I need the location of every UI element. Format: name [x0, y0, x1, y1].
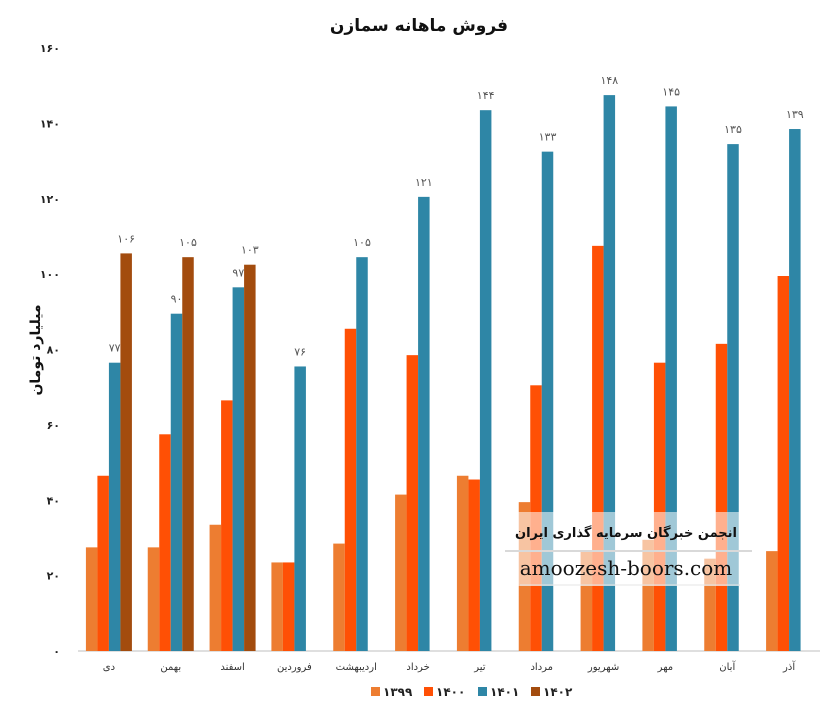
chart-title: فروش ماهانه سمازن: [330, 16, 508, 36]
legend-swatch: [531, 687, 540, 696]
x-axis-ticks: دی بهمن اسفند فروردین اردیبهشت خرداد تیر مرداد ش…: [103, 660, 797, 673]
bar: [395, 494, 407, 651]
bar: [244, 264, 256, 651]
x-tick-label: آذر: [782, 660, 796, 673]
y-tick-label: ۱۲۰: [40, 193, 60, 206]
bar: [777, 276, 790, 651]
x-tick-label: مهر: [657, 662, 673, 673]
x-tick-label: فروردین: [277, 662, 312, 673]
bar: [282, 562, 295, 651]
bar: [120, 253, 132, 651]
bar: [653, 362, 666, 651]
y-tick-label: ۲۰: [47, 570, 60, 583]
bar: [232, 287, 245, 651]
bar: [159, 434, 171, 651]
bar: [789, 129, 801, 651]
y-tick-label: ۴۰: [47, 494, 60, 507]
x-tick-label: بهمن: [160, 662, 181, 673]
legend-swatch: [424, 687, 433, 696]
bar: [580, 551, 593, 651]
data-label: ۱۰۵: [353, 236, 371, 249]
legend-label: ۱۳۹۹: [383, 685, 413, 699]
bar: [704, 558, 716, 651]
bar: [642, 539, 654, 651]
bar: [715, 343, 728, 651]
y-tick-label: ۱۰۰: [40, 268, 60, 281]
data-label: ۱۲۱: [415, 176, 433, 189]
data-label: ۷۶: [294, 345, 306, 358]
data-label: ۷۷: [109, 342, 121, 355]
data-label: ۱۴۴: [477, 89, 495, 102]
bar: [479, 110, 492, 651]
bar: [727, 144, 739, 651]
bar: [147, 547, 160, 651]
bar: [456, 475, 469, 651]
data-labels: ۷۷ ۱۰۶ ۹۰ ۱۰۵ ۹۷ ۱۰۳ ۷۶ ۱۰۵ ۱۲۱ ۱۴۴ ۱۳۳ ۱۴۸ ۱۴۵ ۱۳۵ ۱۳…: [109, 74, 804, 358]
data-label: ۹۷: [232, 266, 244, 279]
data-label: ۱۰۶: [117, 232, 135, 245]
bar: [170, 313, 183, 651]
bar: [97, 475, 109, 651]
data-label: ۱۴۵: [662, 85, 680, 98]
legend-label: ۱۴۰۱: [490, 685, 519, 699]
y-tick-label: ۰: [53, 645, 60, 658]
x-tick-label: تیر: [473, 662, 486, 673]
legend: ۱۳۹۹ ۱۴۰۰ ۱۴۰۱ ۱۴۰۲: [371, 685, 573, 699]
bar: [603, 95, 616, 651]
data-label: ۱۳۳: [539, 131, 557, 144]
y-tick-label: ۱۴۰: [40, 117, 60, 130]
x-tick-label: اردیبهشت: [336, 662, 377, 673]
bar: [271, 562, 283, 651]
bar: [221, 400, 233, 651]
data-label: ۱۰۳: [241, 244, 259, 257]
x-tick-label: خرداد: [406, 662, 429, 673]
data-label: ۱۰۵: [179, 236, 197, 249]
x-tick-label: مرداد: [530, 662, 553, 673]
watermark: انجمن خبرگان سرمایه گذاری ایران amoozesh…: [502, 512, 752, 586]
bar: [541, 151, 554, 651]
bar: [108, 362, 121, 651]
legend-label: ۱۴۰۲: [543, 685, 573, 699]
y-tick-label: ۸۰: [47, 344, 60, 357]
x-tick-label: شهریور: [587, 662, 619, 673]
legend-swatch: [478, 687, 487, 696]
data-label: ۱۳۹: [786, 108, 804, 121]
bar: [468, 479, 480, 651]
data-label: ۹۰: [171, 293, 183, 306]
x-tick-label: آبان: [719, 660, 736, 673]
bar: [182, 257, 194, 651]
bar: [406, 355, 419, 651]
y-tick-label: ۶۰: [47, 419, 60, 432]
y-tick-label: ۱۶۰: [40, 42, 60, 55]
watermark-title: انجمن خبرگان سرمایه گذاری ایران: [515, 525, 737, 541]
data-label: ۱۳۵: [724, 123, 742, 136]
bar: [85, 547, 98, 651]
x-tick-label: اسفند: [220, 662, 244, 673]
data-label: ۱۴۸: [600, 74, 618, 87]
bar: [344, 328, 357, 651]
watermark-url: amoozesh-boors.com: [520, 556, 733, 580]
bar: [766, 551, 778, 651]
bar: [665, 106, 677, 651]
bar: [418, 196, 430, 651]
y-axis-label: میلیارد تومان: [28, 304, 44, 395]
bar: [333, 543, 345, 651]
bar: [209, 524, 222, 651]
y-axis-ticks: ۰ ۲۰ ۴۰ ۶۰ ۸۰ ۱۰۰ ۱۲۰ ۱۴۰ ۱۶۰: [40, 42, 60, 658]
legend-label: ۱۴۰۰: [436, 685, 465, 699]
bar: [294, 366, 306, 651]
bar: [356, 257, 368, 651]
x-tick-label: دی: [103, 662, 115, 673]
watermark-backdrop: [502, 512, 752, 586]
bar: [592, 245, 604, 651]
legend-swatch: [371, 687, 380, 696]
